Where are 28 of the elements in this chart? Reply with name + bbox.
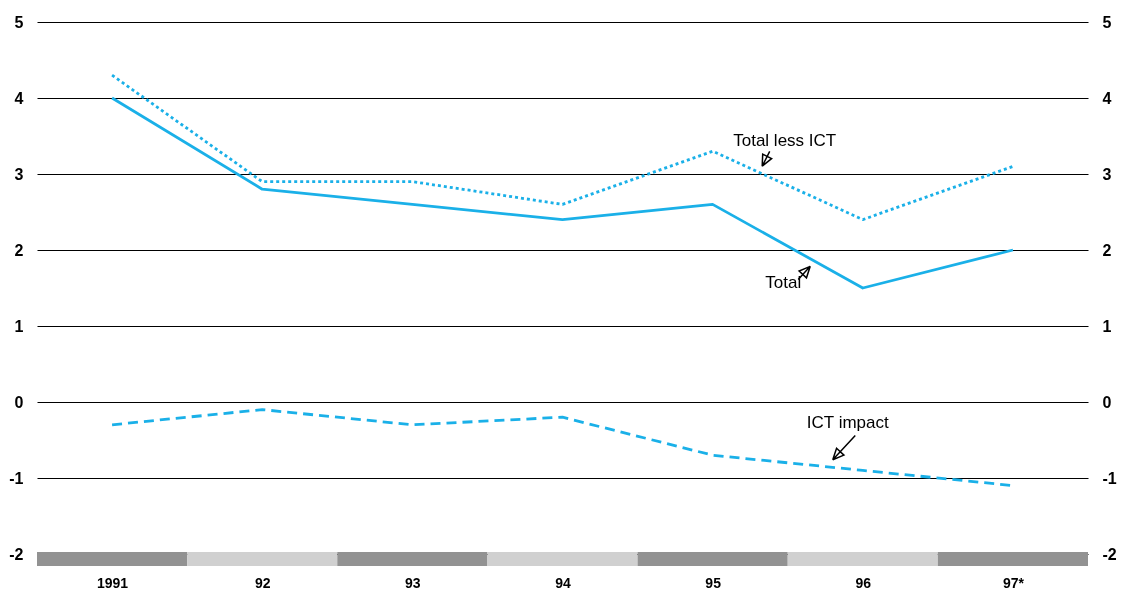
x-tick-label: 95 bbox=[705, 574, 722, 591]
series-label: Total less ICT bbox=[733, 130, 837, 150]
y2-tick-label: 4 bbox=[1102, 89, 1112, 107]
x-tick-label: 94 bbox=[555, 574, 571, 591]
x-tick-label: 96 bbox=[855, 574, 872, 591]
y2-tick-label: 1 bbox=[1102, 317, 1112, 335]
x-tick-label: 1991 bbox=[96, 574, 129, 591]
y2-tick-label: 3 bbox=[1102, 165, 1112, 183]
line-series bbox=[110, 73, 1015, 221]
y-tick-label: -1 bbox=[9, 469, 24, 487]
series-label: Total bbox=[765, 273, 802, 293]
y2-tick-label: -2 bbox=[1102, 545, 1117, 563]
y2-tick-label: -1 bbox=[1102, 469, 1117, 487]
y-tick-label: -2 bbox=[9, 545, 24, 563]
x-tick-label: 92 bbox=[254, 574, 271, 591]
line-series bbox=[110, 96, 1015, 290]
y-tick-label: 1 bbox=[14, 317, 24, 335]
y-tick-label: 3 bbox=[14, 165, 24, 183]
y-tick-label: 4 bbox=[14, 89, 24, 107]
series-label: ICT impact bbox=[806, 413, 889, 433]
y2-tick-label: 2 bbox=[1102, 241, 1112, 259]
y2-tick-label: 0 bbox=[1102, 393, 1112, 411]
x-tick-label: 93 bbox=[405, 574, 421, 591]
y-tick-label: 0 bbox=[14, 393, 24, 411]
y2-tick-label: 5 bbox=[1102, 13, 1112, 31]
y-tick-label: 2 bbox=[14, 241, 24, 259]
y-tick-label: 5 bbox=[14, 13, 24, 31]
x-tick-label: 97* bbox=[1002, 574, 1025, 591]
